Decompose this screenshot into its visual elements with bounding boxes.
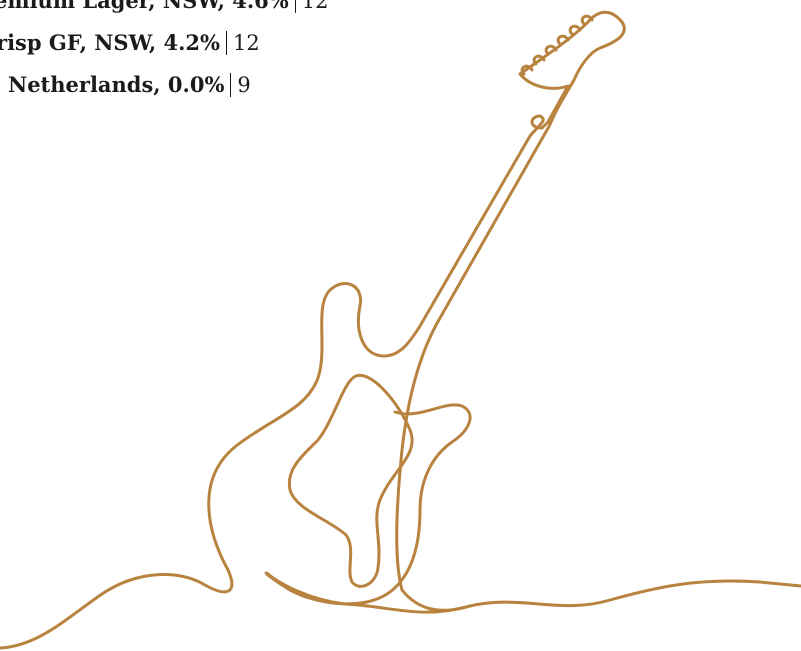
guitar-illustration — [0, 0, 801, 651]
page: Menu {"menu": {"items": [ {"name": "emiu… — [0, 0, 801, 651]
menu-page: emium Lager, NSW, 4.6%12 risp GF, NSW, 4… — [0, 0, 801, 651]
guitar-outline — [0, 12, 801, 648]
guitar-body — [266, 405, 470, 612]
guitar-pickguard — [289, 375, 412, 586]
